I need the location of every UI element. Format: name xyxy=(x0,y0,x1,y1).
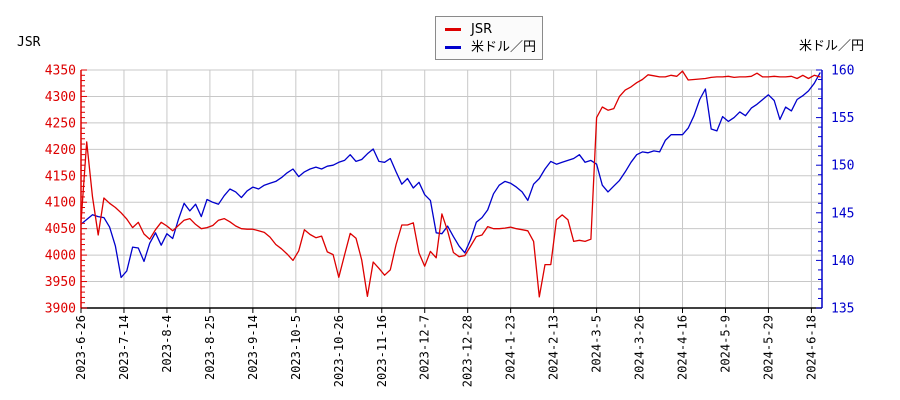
left-axis-tick-label: 4000 xyxy=(45,249,76,264)
right-axis-tick-label: 145 xyxy=(831,206,854,221)
legend-label-jsr: JSR xyxy=(471,21,493,37)
x-axis-tick-label: 2024-1-23 xyxy=(504,315,518,380)
x-axis-tick-label: 2024-3-5 xyxy=(590,315,604,373)
legend: JSR 米ドル／円 xyxy=(435,16,543,60)
x-axis-tick-label: 2024-5-29 xyxy=(761,315,775,380)
right-axis-tick-label: 155 xyxy=(831,111,854,126)
x-axis-tick-label: 2023-12-28 xyxy=(461,315,475,387)
right-axis-tick-label: 135 xyxy=(831,302,854,317)
legend-item-jsr: JSR xyxy=(436,20,542,38)
x-axis-tick-label: 2023-11-16 xyxy=(375,315,389,387)
left-axis-tick-label: 4100 xyxy=(45,196,76,211)
right-axis-tick-label: 160 xyxy=(831,64,854,79)
jsr-series-line xyxy=(80,70,821,298)
x-axis-tick-label: 2023-9-14 xyxy=(246,315,260,380)
left-axis-tick-label: 4050 xyxy=(45,222,76,237)
left-axis-tick-label: 4150 xyxy=(45,169,76,184)
right-axis-tick-label: 150 xyxy=(831,159,854,174)
x-axis-tick-label: 2024-4-16 xyxy=(676,315,690,380)
x-axis-tick-label: 2023-12-7 xyxy=(418,315,432,380)
left-axis-tick-label: 4300 xyxy=(45,90,76,105)
x-axis-tick-label: 2023-6-26 xyxy=(74,315,88,380)
x-axis-tick-label: 2023-7-14 xyxy=(117,315,131,380)
left-axis-tick-label: 3900 xyxy=(45,302,76,317)
x-axis-tick-label: 2024-6-18 xyxy=(804,315,818,380)
x-axis-tick-label: 2023-8-25 xyxy=(203,315,217,380)
x-axis-tick-label: 2024-3-26 xyxy=(633,315,647,380)
x-axis-tick-label: 2024-2-13 xyxy=(547,315,561,380)
left-axis-tick-label: 3950 xyxy=(45,275,76,290)
legend-label-usdjpy: 米ドル／円 xyxy=(471,39,537,55)
x-axis-tick-label: 2023-10-26 xyxy=(332,315,346,387)
right-axis-title: 米ドル／円 xyxy=(798,39,864,54)
legend-item-usdjpy: 米ドル／円 xyxy=(436,38,542,56)
usdjpy-series-line xyxy=(80,72,821,279)
x-axis-tick-label: 2023-10-5 xyxy=(289,315,303,380)
jsr-line-swatch xyxy=(445,27,461,31)
left-axis-title: JSR xyxy=(17,35,41,50)
left-axis-tick-label: 4200 xyxy=(45,143,76,158)
left-axis-tick-label: 4350 xyxy=(45,64,76,79)
right-axis-tick-label: 140 xyxy=(831,254,854,269)
left-axis-tick-label: 4250 xyxy=(45,116,76,131)
usdjpy-line-swatch xyxy=(445,45,461,49)
x-axis-tick-label: 2024-5-9 xyxy=(718,315,732,373)
x-axis-tick-label: 2023-8-4 xyxy=(160,315,174,373)
